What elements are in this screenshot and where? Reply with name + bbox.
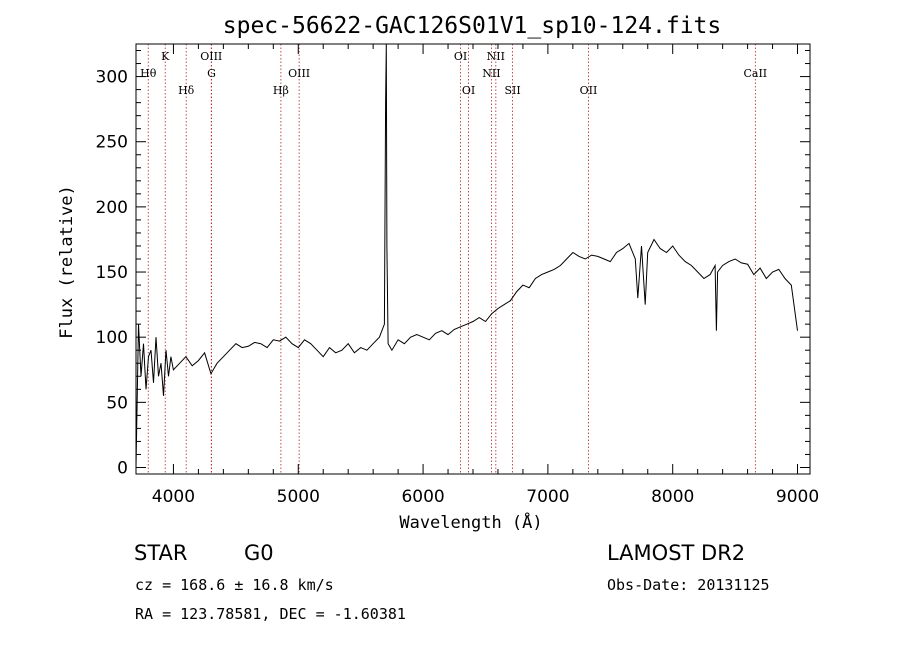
y-tick-label: 0 (117, 458, 128, 478)
spectral-line-markers (147, 44, 756, 474)
y-tick-label: 250 (96, 133, 128, 153)
x-tick-label: 9000 (776, 487, 819, 507)
chart-title: spec-56622-GAC126S01V1_sp10-124.fits (223, 13, 722, 39)
y-tick-label: 300 (96, 68, 128, 88)
spectral-line-label: G (207, 67, 216, 80)
spectrum-series-line (135, 43, 798, 468)
object-class: STAR (134, 541, 187, 565)
y-axis-ticks: 0 50 100 150 200 250 300 (96, 50, 810, 478)
spectral-line-label: Hβ (273, 84, 289, 97)
x-axis-ticks: 4000 5000 6000 7000 8000 9000 (152, 44, 819, 507)
spectral-line-label: OI (462, 84, 475, 97)
spectral-line-label: NII (482, 67, 500, 80)
y-tick-label: 100 (96, 328, 128, 348)
observation-date: Obs-Date: 20131125 (607, 576, 770, 594)
y-tick-label: 50 (106, 393, 128, 413)
spectral-line-label: Hθ (140, 67, 157, 80)
y-axis-label: Flux (relative) (57, 185, 77, 339)
object-subclass: G0 (244, 541, 274, 565)
x-tick-label: 7000 (526, 487, 569, 507)
x-tick-label: 5000 (277, 487, 320, 507)
survey-release: LAMOST DR2 (607, 541, 745, 565)
spectral-line-labels: Hθ K Hδ OIII G Hβ OIII OI OI NII NII SII OII CaII (140, 50, 767, 97)
x-tick-label: 6000 (401, 487, 444, 507)
spectral-line-label: OI (454, 50, 467, 63)
coordinates: RA = 123.78581, DEC = -1.60381 (135, 605, 406, 623)
spectral-line-label: Hδ (178, 84, 195, 97)
x-tick-label: 4000 (152, 487, 195, 507)
spectral-line-label: K (161, 50, 170, 63)
spectral-line-label: OII (580, 84, 598, 97)
y-tick-label: 200 (96, 198, 128, 218)
plot-frame (135, 43, 811, 475)
spectral-line-label: NII (487, 50, 505, 63)
spectral-line-label: CaII (743, 67, 767, 80)
spectral-line-label: OIII (288, 67, 310, 80)
y-tick-label: 150 (96, 263, 128, 283)
redshift-cz: cz = 168.6 ± 16.8 km/s (135, 576, 334, 594)
spectral-line-label: SII (504, 84, 520, 97)
x-tick-label: 8000 (651, 487, 694, 507)
spectral-line-label: OIII (200, 50, 222, 63)
x-axis-label: Wavelength (Å) (399, 511, 542, 533)
